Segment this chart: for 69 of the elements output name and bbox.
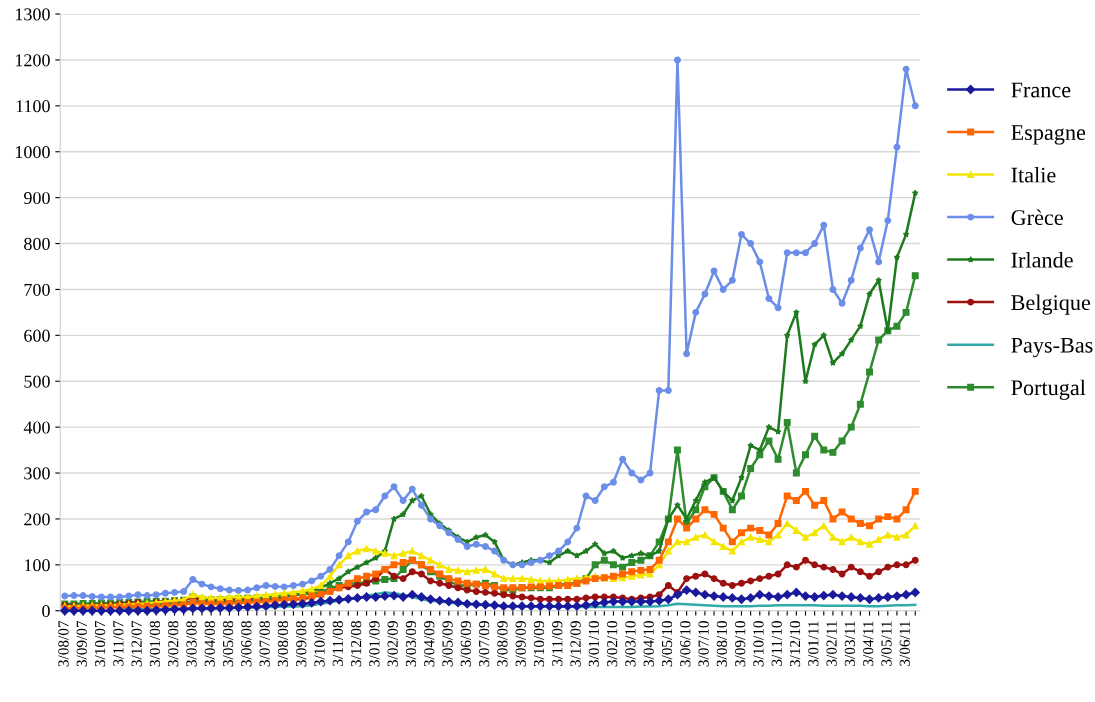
- legend-label: Espagne: [1011, 125, 1086, 145]
- x-tick-label: 3/03/10: [625, 621, 636, 667]
- x-tick-label: 3/01/11: [808, 621, 819, 666]
- x-tick-label: 3/03/09: [405, 621, 417, 667]
- x-tick-label: 3/01/08: [149, 621, 161, 667]
- y-tick-label: 700: [24, 283, 50, 296]
- x-tick-label: 3/08/10: [716, 621, 728, 667]
- x-tick-label: 3/09/08: [296, 621, 307, 667]
- x-tick-label: 3/05/10: [661, 621, 673, 667]
- x-tick-label: 3/01/09: [369, 621, 380, 667]
- x-tick-label: 3/02/11: [826, 621, 837, 666]
- x-tick-label: 3/03/11: [844, 621, 856, 666]
- y-tick-label: 800: [24, 237, 50, 250]
- x-tick-label: 3/02/10: [606, 621, 618, 667]
- x-tick-label: 3/06/09: [460, 621, 471, 667]
- x-tick-label: 3/06/08: [241, 621, 252, 667]
- x-tick-label: 3/12/09: [570, 621, 581, 667]
- x-tick-label: 3/05/09: [442, 621, 453, 667]
- y-tick-label: 1200: [15, 54, 50, 67]
- x-tick-label: 3/02/08: [168, 621, 179, 667]
- x-tick-label: 3/07/09: [478, 621, 490, 667]
- y-tick-label: 1300: [15, 8, 50, 21]
- x-tick-label: 3/06/10: [680, 621, 691, 667]
- y-tick-label: 400: [23, 421, 50, 434]
- y-tick-label: 100: [25, 559, 50, 572]
- x-tick-label: 3/04/08: [204, 621, 215, 667]
- y-tick-label: 1000: [15, 146, 50, 159]
- legend-label: Grèce: [1011, 209, 1063, 226]
- x-tick-label: 3/09/10: [735, 621, 746, 667]
- legend-label: Irlande: [1011, 251, 1073, 268]
- x-tick-label: 3/03/08: [186, 621, 197, 667]
- x-tick-label: 3/10/07: [94, 620, 106, 667]
- x-tick-label: 3/01/10: [588, 621, 599, 667]
- x-tick-label: 3/10/08: [314, 621, 325, 667]
- x-tick-label: 3/09/07: [76, 620, 87, 667]
- x-tick-label: 3/11/10: [771, 621, 782, 666]
- legend-label: Pays-Bas: [1011, 337, 1093, 358]
- x-tick-label: 3/04/09: [424, 621, 435, 667]
- x-tick-label: 3/10/10: [753, 621, 764, 667]
- x-tick-label: 3/11/07: [113, 620, 124, 666]
- x-tick-label: 3/08/08: [277, 621, 289, 667]
- x-tick-label: 3/12/10: [789, 621, 801, 667]
- x-tick-label: 3/04/11: [863, 621, 874, 666]
- x-tick-label: 3/06/11: [899, 621, 910, 666]
- y-tick-label: 600: [24, 329, 50, 342]
- legend-label: Portugal: [1011, 379, 1086, 400]
- x-tick-label: 3/11/09: [552, 621, 563, 666]
- x-tick-label: 3/08/09: [497, 621, 508, 667]
- legend-label: Italie: [1011, 166, 1056, 183]
- y-tick-label: 300: [24, 467, 50, 480]
- y-tick-label: 200: [24, 513, 50, 526]
- legend-label: France: [1011, 82, 1071, 98]
- x-tick-label: 3/08/07: [58, 620, 69, 667]
- x-tick-label: 3/09/09: [515, 621, 526, 667]
- legend-label: Belgique: [1011, 294, 1091, 315]
- x-tick-label: 3/05/08: [222, 621, 234, 667]
- y-tick-label: 0: [42, 605, 50, 618]
- x-tick-label: 3/04/10: [643, 621, 654, 667]
- x-tick-label: 3/12/07: [131, 620, 142, 667]
- y-tick-label: 900: [24, 191, 50, 205]
- x-tick-label: 3/10/09: [533, 621, 545, 667]
- x-tick-label: 3/07/10: [698, 621, 709, 667]
- y-tick-label: 500: [24, 375, 50, 388]
- x-tick-label: 3/07/08: [259, 621, 270, 667]
- x-tick-label: 3/11/08: [332, 621, 343, 666]
- x-tick-label: 3/05/11: [881, 621, 892, 666]
- x-tick-label: 3/12/08: [350, 621, 362, 667]
- y-tick-label: 1100: [16, 100, 50, 113]
- x-tick-label: 3/02/09: [387, 621, 398, 667]
